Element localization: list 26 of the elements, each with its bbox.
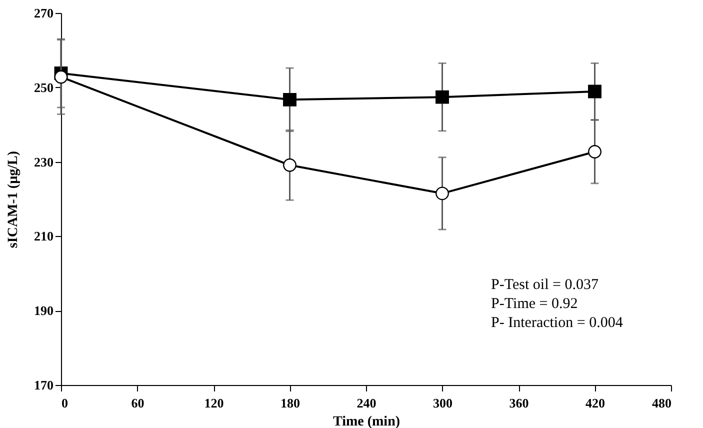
x-tick-label: 120 [204,396,224,410]
x-tick-label: 240 [356,396,376,410]
x-tick-label: 0 [62,396,68,410]
y-tick-label: 270 [34,6,54,20]
x-tick-label: 300 [433,396,452,410]
point [588,145,602,158]
y-tick-label: 170 [34,378,54,392]
point [54,70,68,84]
annotation: P-Time = 0.92 [491,296,578,312]
y-tick-label: 230 [34,154,54,170]
y-tick-label: 250 [34,80,54,95]
annotation: P-Test oil = 0.037 [491,277,599,294]
point [436,90,449,104]
x-tick-label: 60 [131,396,144,410]
y-axis-title: sICAM-1 (µg/L) [6,150,21,248]
x-tick-label: 420 [586,396,605,410]
x-tick-label: 480 [652,396,672,410]
point [283,158,296,172]
point [436,186,449,200]
x-tick-label: 180 [280,396,300,410]
point [588,84,602,98]
x-tick-label: 360 [509,396,529,410]
y-tick-label: 210 [34,228,54,244]
y-tick-label: 190 [34,303,54,318]
point [283,92,296,106]
annotation: P- Interaction = 0.004 [491,315,624,332]
